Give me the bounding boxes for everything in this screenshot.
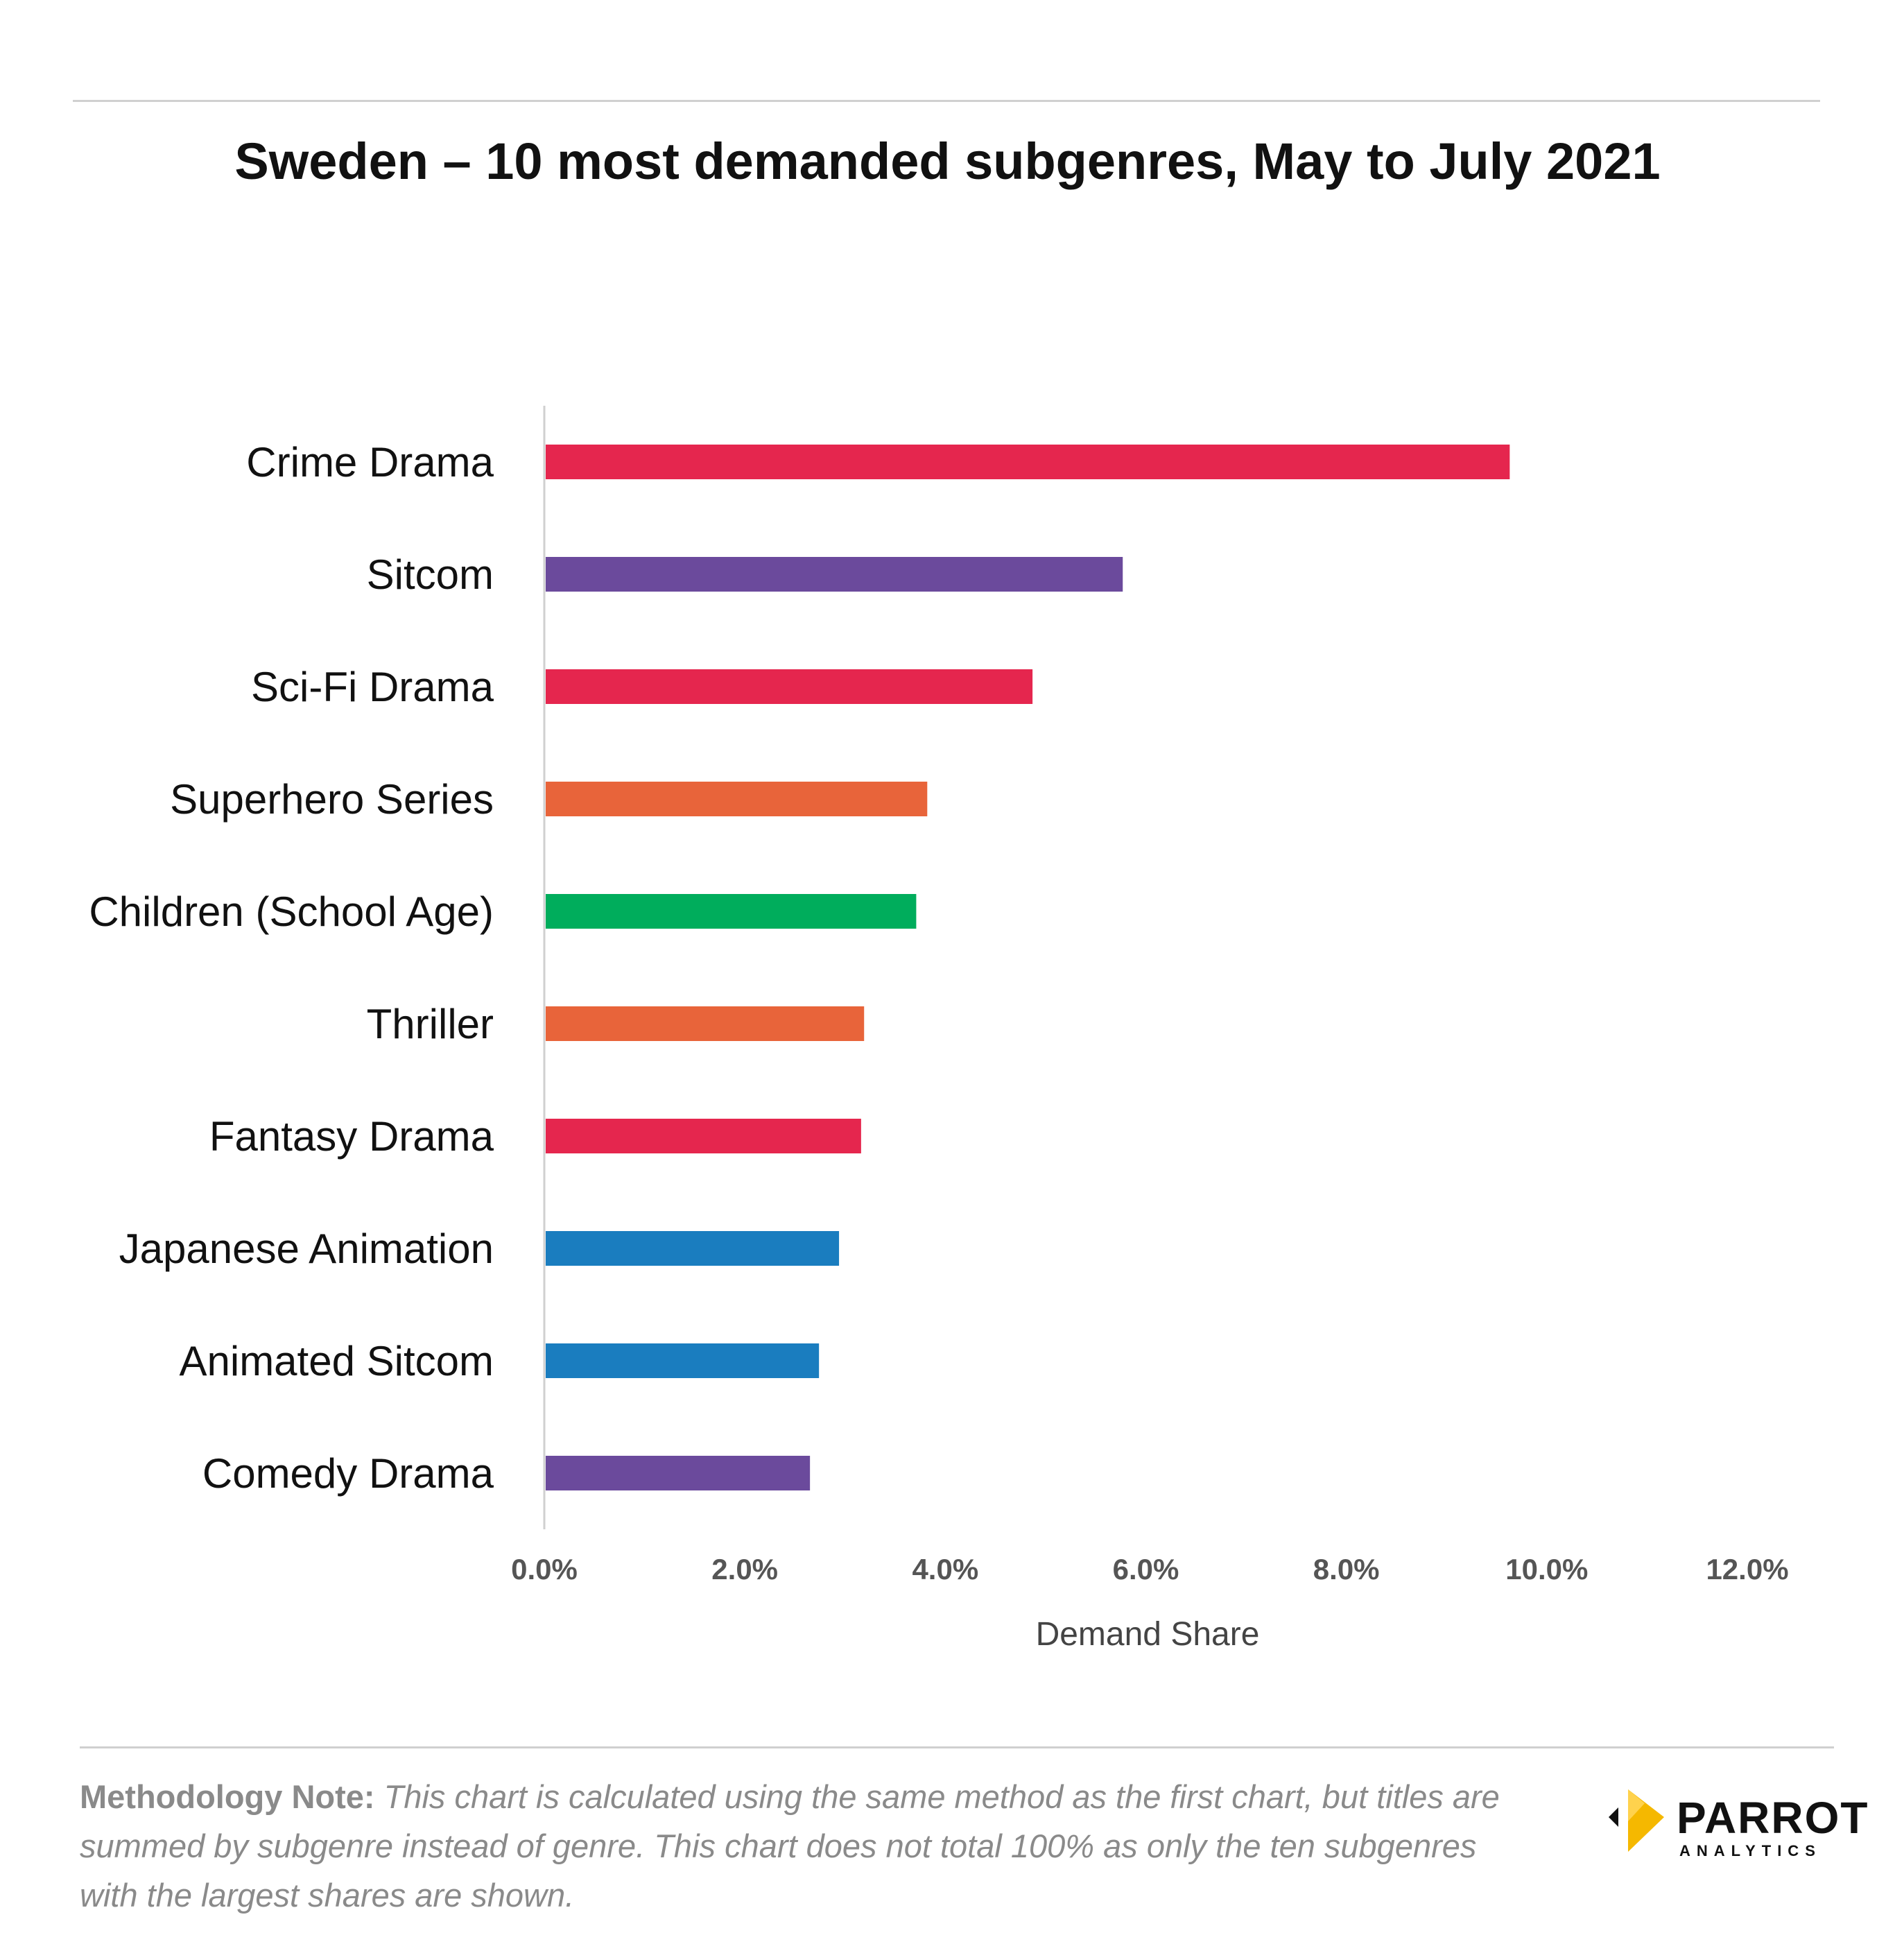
bar-chart: Crime Drama Sitcom Sci-Fi Drama Superhero S… <box>89 406 1789 1653</box>
bar-crime-drama <box>546 445 1510 479</box>
methodology-note: Methodology Note: This chart is calculat… <box>80 1772 1522 1920</box>
bar-superhero-series <box>546 782 928 816</box>
bar-children-school-age <box>546 894 917 929</box>
category-label: Fantasy Drama <box>209 1113 494 1160</box>
methodology-note-label: Methodology Note: <box>80 1778 375 1815</box>
bar-comedy-drama <box>546 1456 811 1490</box>
category-label: Crime Drama <box>246 439 494 485</box>
x-tick-label: 2.0% <box>711 1553 778 1585</box>
category-label: Sitcom <box>367 551 494 598</box>
category-label: Thriller <box>367 1001 494 1047</box>
x-tick-label: 8.0% <box>1313 1553 1380 1585</box>
x-tick-label: 10.0% <box>1505 1553 1588 1585</box>
category-label: Superhero Series <box>170 776 494 823</box>
parrot-analytics-logo: PARROT ANALYTICS <box>1595 1782 1867 1859</box>
category-label: Sci-Fi Drama <box>251 664 494 710</box>
category-labels: Crime Drama Sitcom Sci-Fi Drama Superhero S… <box>89 439 494 1497</box>
x-axis-title: Demand Share <box>1036 1616 1260 1653</box>
bar-sitcom <box>546 557 1123 592</box>
category-label: Animated Sitcom <box>179 1338 494 1384</box>
bar-japanese-animation <box>546 1231 840 1266</box>
x-tick-label: 6.0% <box>1113 1553 1179 1585</box>
bottom-divider <box>80 1746 1834 1748</box>
x-tick-label: 0.0% <box>511 1553 578 1585</box>
x-tick-label: 12.0% <box>1706 1553 1788 1585</box>
bar-sci-fi-drama <box>546 669 1033 704</box>
category-label: Japanese Animation <box>119 1226 494 1272</box>
parrot-logo-icon <box>1609 1789 1664 1852</box>
top-divider <box>73 100 1820 102</box>
x-tick-label: 4.0% <box>912 1553 978 1585</box>
x-tick-labels: 0.0% 2.0% 4.0% 6.0% 8.0% 10.0% 12.0% <box>511 1553 1788 1585</box>
bar-thriller <box>546 1006 865 1041</box>
bar-fantasy-drama <box>546 1119 861 1153</box>
bars-group <box>546 445 1510 1490</box>
logo-subtitle: ANALYTICS <box>1679 1842 1822 1859</box>
methodology-note-text: This chart is calculated using the same … <box>80 1778 1500 1914</box>
category-label: Comedy Drama <box>202 1450 494 1497</box>
bar-animated-sitcom <box>546 1343 820 1378</box>
logo-name: PARROT <box>1677 1793 1869 1843</box>
chart-title: Sweden – 10 most demanded subgenres, May… <box>234 132 1661 190</box>
category-label: Children (School Age) <box>89 888 494 935</box>
